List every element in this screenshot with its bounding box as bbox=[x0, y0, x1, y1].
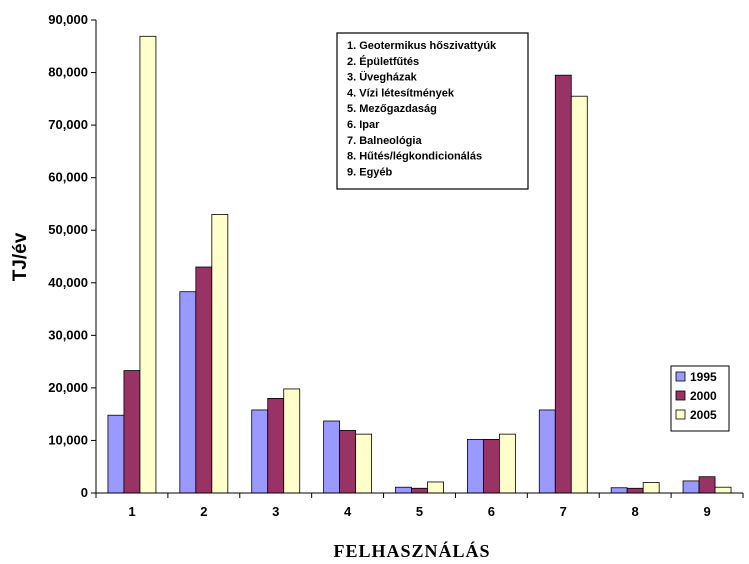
bar-2005-8 bbox=[642, 482, 660, 494]
y-tick-label: 90,000 bbox=[48, 12, 88, 27]
category-key-frame bbox=[336, 32, 529, 190]
bar-2005-2 bbox=[211, 214, 229, 494]
bar-2005-1 bbox=[139, 35, 157, 494]
bar-2005-5 bbox=[427, 481, 444, 494]
legend: 1995 2000 2005 bbox=[670, 365, 730, 432]
category-key-item: 1. Geotermikus hőszivattyúk bbox=[347, 40, 497, 52]
y-tick-label: 80,000 bbox=[48, 65, 88, 80]
category-key-item: 2. Épületfűtés bbox=[347, 55, 419, 68]
bar-2005-6 bbox=[498, 433, 516, 494]
x-tick-label: 6 bbox=[488, 504, 495, 519]
legend-label-2005: 2005 bbox=[690, 408, 717, 422]
bar-1995-8 bbox=[610, 487, 628, 494]
legend-swatch-1995 bbox=[675, 371, 686, 382]
legend-swatch-2000 bbox=[675, 390, 686, 401]
category-key-item: 3. Üvegházak bbox=[347, 71, 418, 84]
y-tick-label: 50,000 bbox=[48, 222, 88, 237]
bar-2000-4 bbox=[339, 430, 357, 494]
y-tick-label: 70,000 bbox=[48, 117, 88, 132]
x-tick-label: 8 bbox=[632, 504, 639, 519]
bar-2005-3 bbox=[283, 388, 301, 494]
bar-1995-9 bbox=[682, 480, 700, 494]
y-tick-label: 30,000 bbox=[48, 327, 88, 342]
bar-2000-3 bbox=[267, 397, 285, 494]
x-tick-label: 1 bbox=[128, 504, 135, 519]
bar-1995-6 bbox=[466, 438, 484, 494]
bar-1995-1 bbox=[107, 414, 125, 494]
legend-swatch-2005 bbox=[675, 409, 686, 420]
bar-2000-7 bbox=[554, 74, 572, 494]
bar-2005-4 bbox=[355, 433, 373, 494]
legend-label-2000: 2000 bbox=[690, 389, 717, 403]
bar-2000-1 bbox=[123, 370, 141, 494]
x-tick-label: 7 bbox=[560, 504, 567, 519]
category-key-item: 4. Vízi létesítmények bbox=[347, 87, 455, 99]
category-key-item: 5. Mezőgazdaság bbox=[347, 103, 437, 115]
x-tick-label: 4 bbox=[344, 504, 352, 519]
bar-1995-5 bbox=[395, 486, 412, 494]
bar-1995-3 bbox=[251, 409, 269, 494]
y-tick-label: 40,000 bbox=[48, 275, 88, 290]
bar-2000-8 bbox=[626, 487, 644, 494]
y-tick-label: 60,000 bbox=[48, 170, 88, 185]
bar-2000-2 bbox=[195, 266, 213, 494]
x-tick-label: 9 bbox=[703, 504, 710, 519]
bar-1995-4 bbox=[323, 420, 341, 494]
bar-1995-2 bbox=[179, 291, 197, 494]
y-ticks-group: 0 10,000 20,000 30,000 40,000 50,000 60,000 70,… bbox=[48, 12, 96, 500]
category-key-box: 1. Geotermikus hőszivattyúk 2. Épületfűté… bbox=[336, 32, 529, 190]
legend-label-1995: 1995 bbox=[690, 370, 717, 384]
x-ticks-group: 1 2 3 4 5 6 7 8 9 bbox=[95, 493, 744, 519]
x-tick-label: 2 bbox=[200, 504, 207, 519]
bar-2005-9 bbox=[714, 486, 732, 494]
category-key-item: 9. Egyéb bbox=[347, 166, 393, 178]
x-axis-title: FELHASZNÁLÁS bbox=[333, 540, 490, 561]
x-tick-label: 5 bbox=[416, 504, 423, 519]
bars-group bbox=[107, 35, 732, 494]
y-axis-title: TJ/év bbox=[10, 232, 31, 281]
bar-1995-7 bbox=[538, 409, 556, 494]
category-key-item: 7. Balneológia bbox=[347, 135, 422, 147]
y-tick-label: 20,000 bbox=[48, 380, 88, 395]
y-tick-label: 0 bbox=[81, 485, 88, 500]
bar-2000-5 bbox=[411, 487, 428, 494]
category-key-item: 8. Hűtés/légkondicionálás bbox=[347, 151, 482, 163]
bar-2000-9 bbox=[698, 476, 716, 494]
bar-2000-6 bbox=[482, 438, 500, 494]
x-tick-label: 3 bbox=[272, 504, 279, 519]
bar-2005-7 bbox=[570, 95, 588, 494]
category-key-item: 6. Ipar bbox=[347, 119, 380, 131]
y-tick-label: 10,000 bbox=[48, 432, 88, 447]
